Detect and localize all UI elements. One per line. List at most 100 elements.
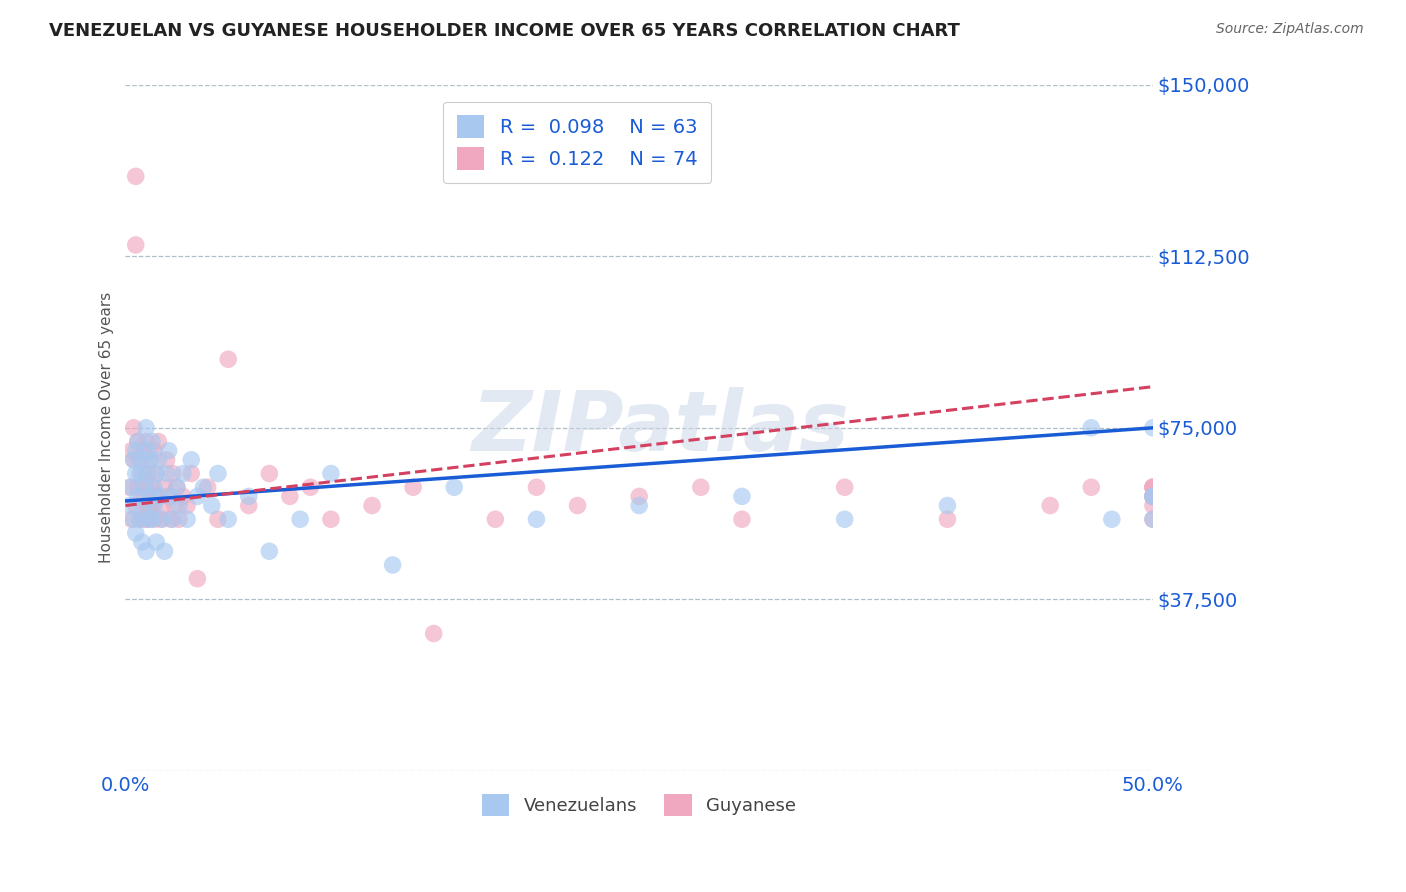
Point bbox=[689, 480, 711, 494]
Point bbox=[484, 512, 506, 526]
Point bbox=[145, 535, 167, 549]
Point bbox=[125, 443, 148, 458]
Point bbox=[131, 467, 153, 481]
Point bbox=[143, 443, 166, 458]
Point bbox=[128, 512, 150, 526]
Point bbox=[162, 512, 184, 526]
Point bbox=[136, 512, 159, 526]
Text: Source: ZipAtlas.com: Source: ZipAtlas.com bbox=[1216, 22, 1364, 37]
Point bbox=[128, 467, 150, 481]
Point bbox=[135, 544, 157, 558]
Point bbox=[148, 452, 170, 467]
Point bbox=[139, 452, 162, 467]
Point bbox=[166, 480, 188, 494]
Point bbox=[157, 489, 180, 503]
Point bbox=[834, 480, 856, 494]
Point bbox=[136, 467, 159, 481]
Point bbox=[259, 467, 281, 481]
Point bbox=[176, 512, 198, 526]
Point bbox=[143, 499, 166, 513]
Point bbox=[1142, 489, 1164, 503]
Point bbox=[1142, 489, 1164, 503]
Point bbox=[176, 499, 198, 513]
Point bbox=[834, 512, 856, 526]
Point bbox=[201, 499, 224, 513]
Point bbox=[567, 499, 589, 513]
Point bbox=[1080, 480, 1102, 494]
Point bbox=[125, 499, 148, 513]
Point bbox=[131, 452, 153, 467]
Point bbox=[319, 467, 342, 481]
Point bbox=[136, 443, 159, 458]
Point bbox=[131, 535, 153, 549]
Point bbox=[157, 443, 180, 458]
Point bbox=[155, 467, 177, 481]
Point bbox=[132, 443, 155, 458]
Point bbox=[217, 352, 239, 367]
Point bbox=[1142, 489, 1164, 503]
Point bbox=[135, 421, 157, 435]
Point bbox=[159, 512, 181, 526]
Point bbox=[153, 544, 176, 558]
Point bbox=[152, 499, 174, 513]
Point bbox=[145, 467, 167, 481]
Point bbox=[180, 467, 202, 481]
Point bbox=[125, 467, 148, 481]
Point bbox=[122, 512, 145, 526]
Point bbox=[278, 489, 301, 503]
Point bbox=[167, 512, 190, 526]
Point bbox=[731, 489, 754, 503]
Point bbox=[1142, 489, 1164, 503]
Point bbox=[135, 434, 157, 449]
Point bbox=[1142, 489, 1164, 503]
Point bbox=[118, 480, 141, 494]
Point bbox=[443, 480, 465, 494]
Point bbox=[936, 499, 959, 513]
Point bbox=[139, 452, 162, 467]
Point bbox=[288, 512, 311, 526]
Point bbox=[162, 467, 184, 481]
Point bbox=[127, 434, 149, 449]
Point bbox=[135, 467, 157, 481]
Point bbox=[1080, 421, 1102, 435]
Point bbox=[207, 512, 229, 526]
Point bbox=[186, 489, 208, 503]
Point bbox=[132, 512, 155, 526]
Text: VENEZUELAN VS GUYANESE HOUSEHOLDER INCOME OVER 65 YEARS CORRELATION CHART: VENEZUELAN VS GUYANESE HOUSEHOLDER INCOM… bbox=[49, 22, 960, 40]
Point bbox=[159, 489, 181, 503]
Point bbox=[1142, 421, 1164, 435]
Point bbox=[141, 499, 163, 513]
Point bbox=[259, 544, 281, 558]
Point bbox=[127, 480, 149, 494]
Point bbox=[141, 434, 163, 449]
Point bbox=[402, 480, 425, 494]
Point bbox=[166, 480, 188, 494]
Point bbox=[125, 238, 148, 252]
Point bbox=[167, 499, 190, 513]
Point bbox=[143, 512, 166, 526]
Point bbox=[163, 499, 186, 513]
Point bbox=[1142, 489, 1164, 503]
Point bbox=[172, 467, 194, 481]
Point bbox=[128, 452, 150, 467]
Point bbox=[1142, 480, 1164, 494]
Point bbox=[145, 467, 167, 481]
Point bbox=[1142, 480, 1164, 494]
Point bbox=[149, 489, 172, 503]
Point bbox=[135, 499, 157, 513]
Point bbox=[628, 499, 651, 513]
Point bbox=[731, 512, 754, 526]
Point bbox=[122, 452, 145, 467]
Point bbox=[132, 480, 155, 494]
Point bbox=[122, 452, 145, 467]
Point bbox=[1142, 512, 1164, 526]
Point bbox=[125, 525, 148, 540]
Point bbox=[122, 421, 145, 435]
Point bbox=[118, 499, 141, 513]
Point bbox=[526, 480, 548, 494]
Point bbox=[1142, 512, 1164, 526]
Point bbox=[127, 434, 149, 449]
Point bbox=[361, 499, 384, 513]
Point bbox=[207, 467, 229, 481]
Point bbox=[1039, 499, 1062, 513]
